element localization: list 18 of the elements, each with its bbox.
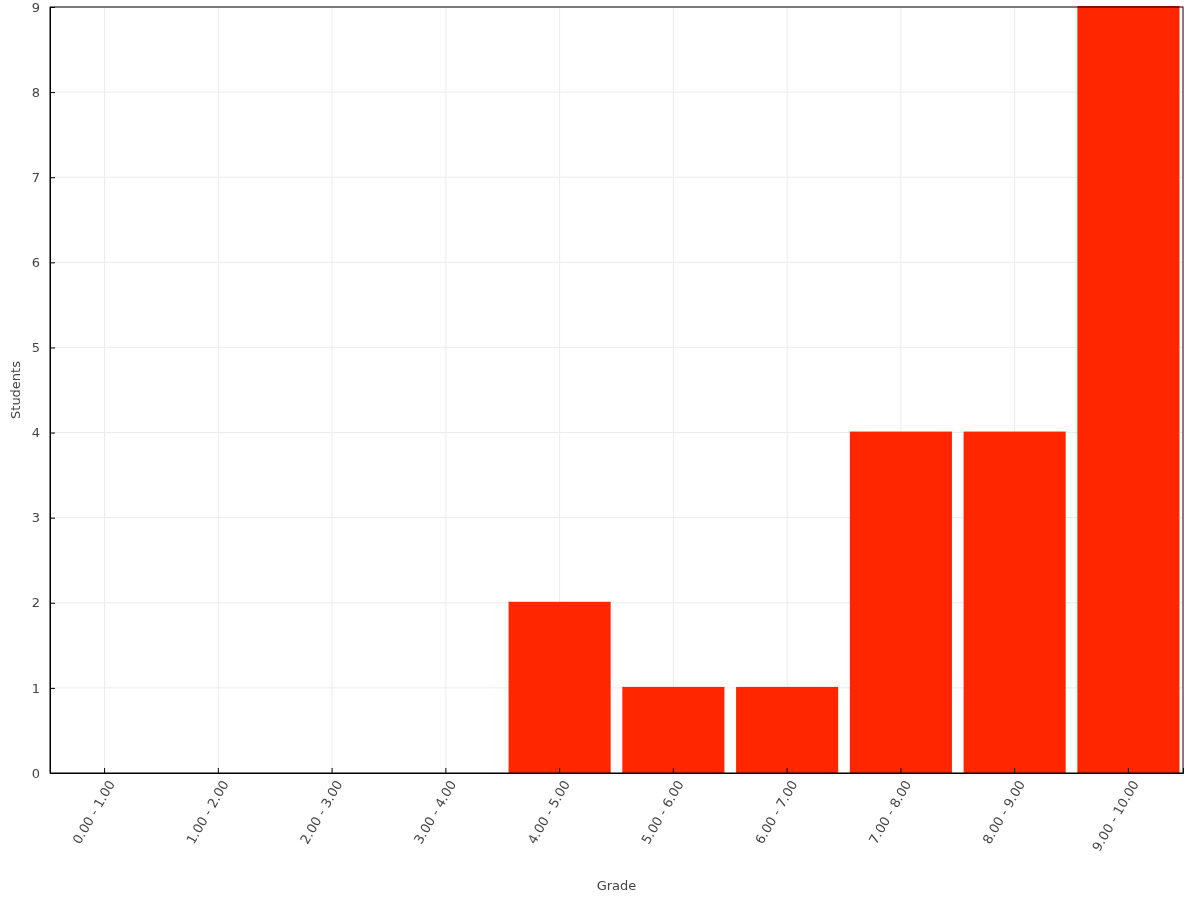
- y-tick-label: 4: [31, 425, 40, 441]
- y-tick-label: 8: [31, 84, 40, 100]
- bar: [1077, 6, 1180, 774]
- y-tick-label: 6: [31, 254, 40, 270]
- y-tick-label: 9: [31, 0, 40, 15]
- bar: [849, 431, 952, 774]
- bar: [736, 686, 839, 774]
- y-tick-label: 1: [31, 680, 40, 696]
- y-tick-label: 7: [31, 169, 40, 185]
- bar: [963, 431, 1066, 774]
- y-tick-label: 0: [31, 765, 40, 781]
- y-tick-label: 2: [31, 595, 40, 611]
- y-axis-title: Students: [8, 360, 23, 419]
- bar: [622, 686, 725, 774]
- y-tick-label: 3: [31, 510, 40, 526]
- x-axis-title: Grade: [596, 878, 637, 893]
- y-tick-label: 5: [31, 340, 40, 356]
- bar: [508, 601, 611, 774]
